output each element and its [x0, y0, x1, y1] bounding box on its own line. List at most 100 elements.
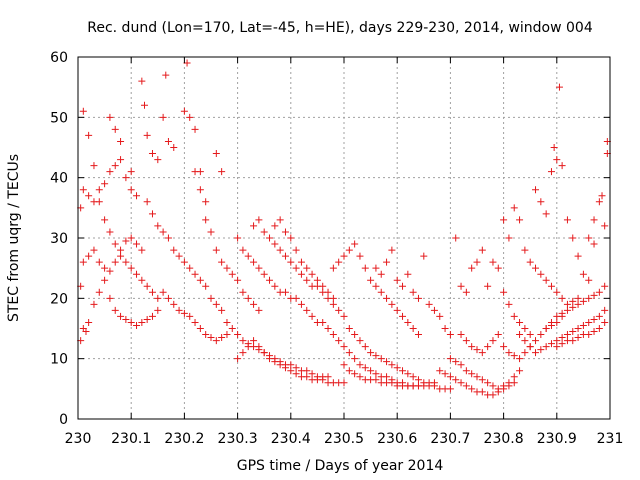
data-point	[457, 331, 465, 339]
data-point	[553, 288, 561, 296]
data-point	[547, 168, 555, 176]
data-point	[127, 234, 135, 242]
data-point	[196, 325, 204, 332]
data-point	[122, 174, 130, 182]
data-point	[271, 358, 279, 366]
data-point	[340, 343, 348, 351]
data-point	[319, 376, 327, 384]
data-point	[127, 168, 135, 176]
data-point	[590, 240, 598, 248]
data-point	[292, 294, 300, 302]
data-point	[468, 343, 476, 351]
data-point	[558, 309, 566, 317]
data-point	[601, 282, 609, 290]
data-point	[372, 352, 380, 360]
data-point	[383, 294, 391, 302]
data-point	[335, 306, 343, 314]
data-point	[117, 312, 125, 320]
data-point	[383, 373, 391, 381]
data-point	[260, 349, 268, 357]
data-point	[148, 210, 156, 218]
data-point	[430, 379, 438, 387]
data-point	[250, 222, 258, 230]
data-point	[202, 282, 210, 290]
data-point	[585, 234, 593, 242]
data-point	[324, 325, 332, 332]
data-point	[441, 325, 449, 332]
data-point	[537, 346, 545, 354]
data-point	[345, 367, 353, 375]
x-tick-label: 230.7	[430, 431, 470, 447]
data-point	[244, 343, 252, 351]
data-point	[186, 264, 194, 272]
data-point	[383, 258, 391, 266]
data-point	[303, 276, 311, 284]
data-point	[404, 270, 412, 278]
data-point	[218, 168, 226, 176]
data-point	[494, 331, 502, 339]
data-point	[595, 325, 603, 332]
data-point	[276, 216, 284, 224]
data-point	[138, 77, 146, 85]
data-point	[462, 382, 470, 390]
data-point	[569, 234, 577, 242]
data-point	[521, 325, 529, 332]
data-point	[117, 137, 125, 145]
data-point	[521, 246, 529, 254]
data-point	[154, 306, 162, 314]
data-point	[212, 337, 220, 345]
data-point	[345, 246, 353, 254]
data-points	[77, 59, 611, 399]
data-point	[553, 312, 561, 320]
data-point	[234, 234, 242, 242]
data-point	[468, 264, 476, 272]
data-point	[223, 264, 231, 272]
data-point	[287, 361, 295, 369]
data-point	[356, 373, 364, 381]
data-point	[319, 282, 327, 290]
data-point	[207, 228, 215, 236]
data-point	[117, 252, 125, 260]
data-point	[143, 198, 151, 206]
data-point	[537, 198, 545, 206]
data-point	[516, 367, 524, 375]
data-point	[473, 373, 481, 381]
data-point	[510, 312, 518, 320]
grid	[78, 57, 610, 419]
data-point	[351, 355, 359, 363]
data-point	[133, 321, 141, 329]
data-point	[345, 349, 353, 357]
data-point	[446, 331, 454, 339]
data-point	[95, 288, 103, 296]
data-point	[292, 246, 300, 254]
x-tick-label: 230.1	[111, 431, 151, 447]
data-point	[356, 361, 364, 369]
data-point	[473, 346, 481, 354]
data-point	[143, 315, 151, 323]
data-point	[550, 144, 558, 151]
data-point	[505, 300, 513, 308]
data-point	[239, 246, 247, 254]
data-point	[585, 318, 593, 326]
data-point	[308, 370, 316, 378]
data-point	[436, 367, 444, 375]
data-point	[409, 373, 417, 381]
data-point	[202, 198, 210, 206]
data-point	[372, 264, 380, 272]
data-point	[218, 258, 226, 266]
data-point	[542, 210, 550, 218]
data-point	[478, 376, 486, 384]
data-point	[111, 240, 119, 248]
data-point	[95, 186, 103, 194]
data-point	[162, 71, 170, 79]
data-point	[297, 300, 305, 308]
data-point	[563, 216, 571, 224]
data-point	[393, 306, 401, 314]
data-point	[82, 328, 90, 336]
data-point	[468, 385, 476, 393]
data-point	[383, 358, 391, 366]
data-point	[414, 376, 422, 384]
data-point	[489, 258, 497, 266]
data-point	[148, 150, 156, 158]
data-point	[590, 315, 598, 323]
